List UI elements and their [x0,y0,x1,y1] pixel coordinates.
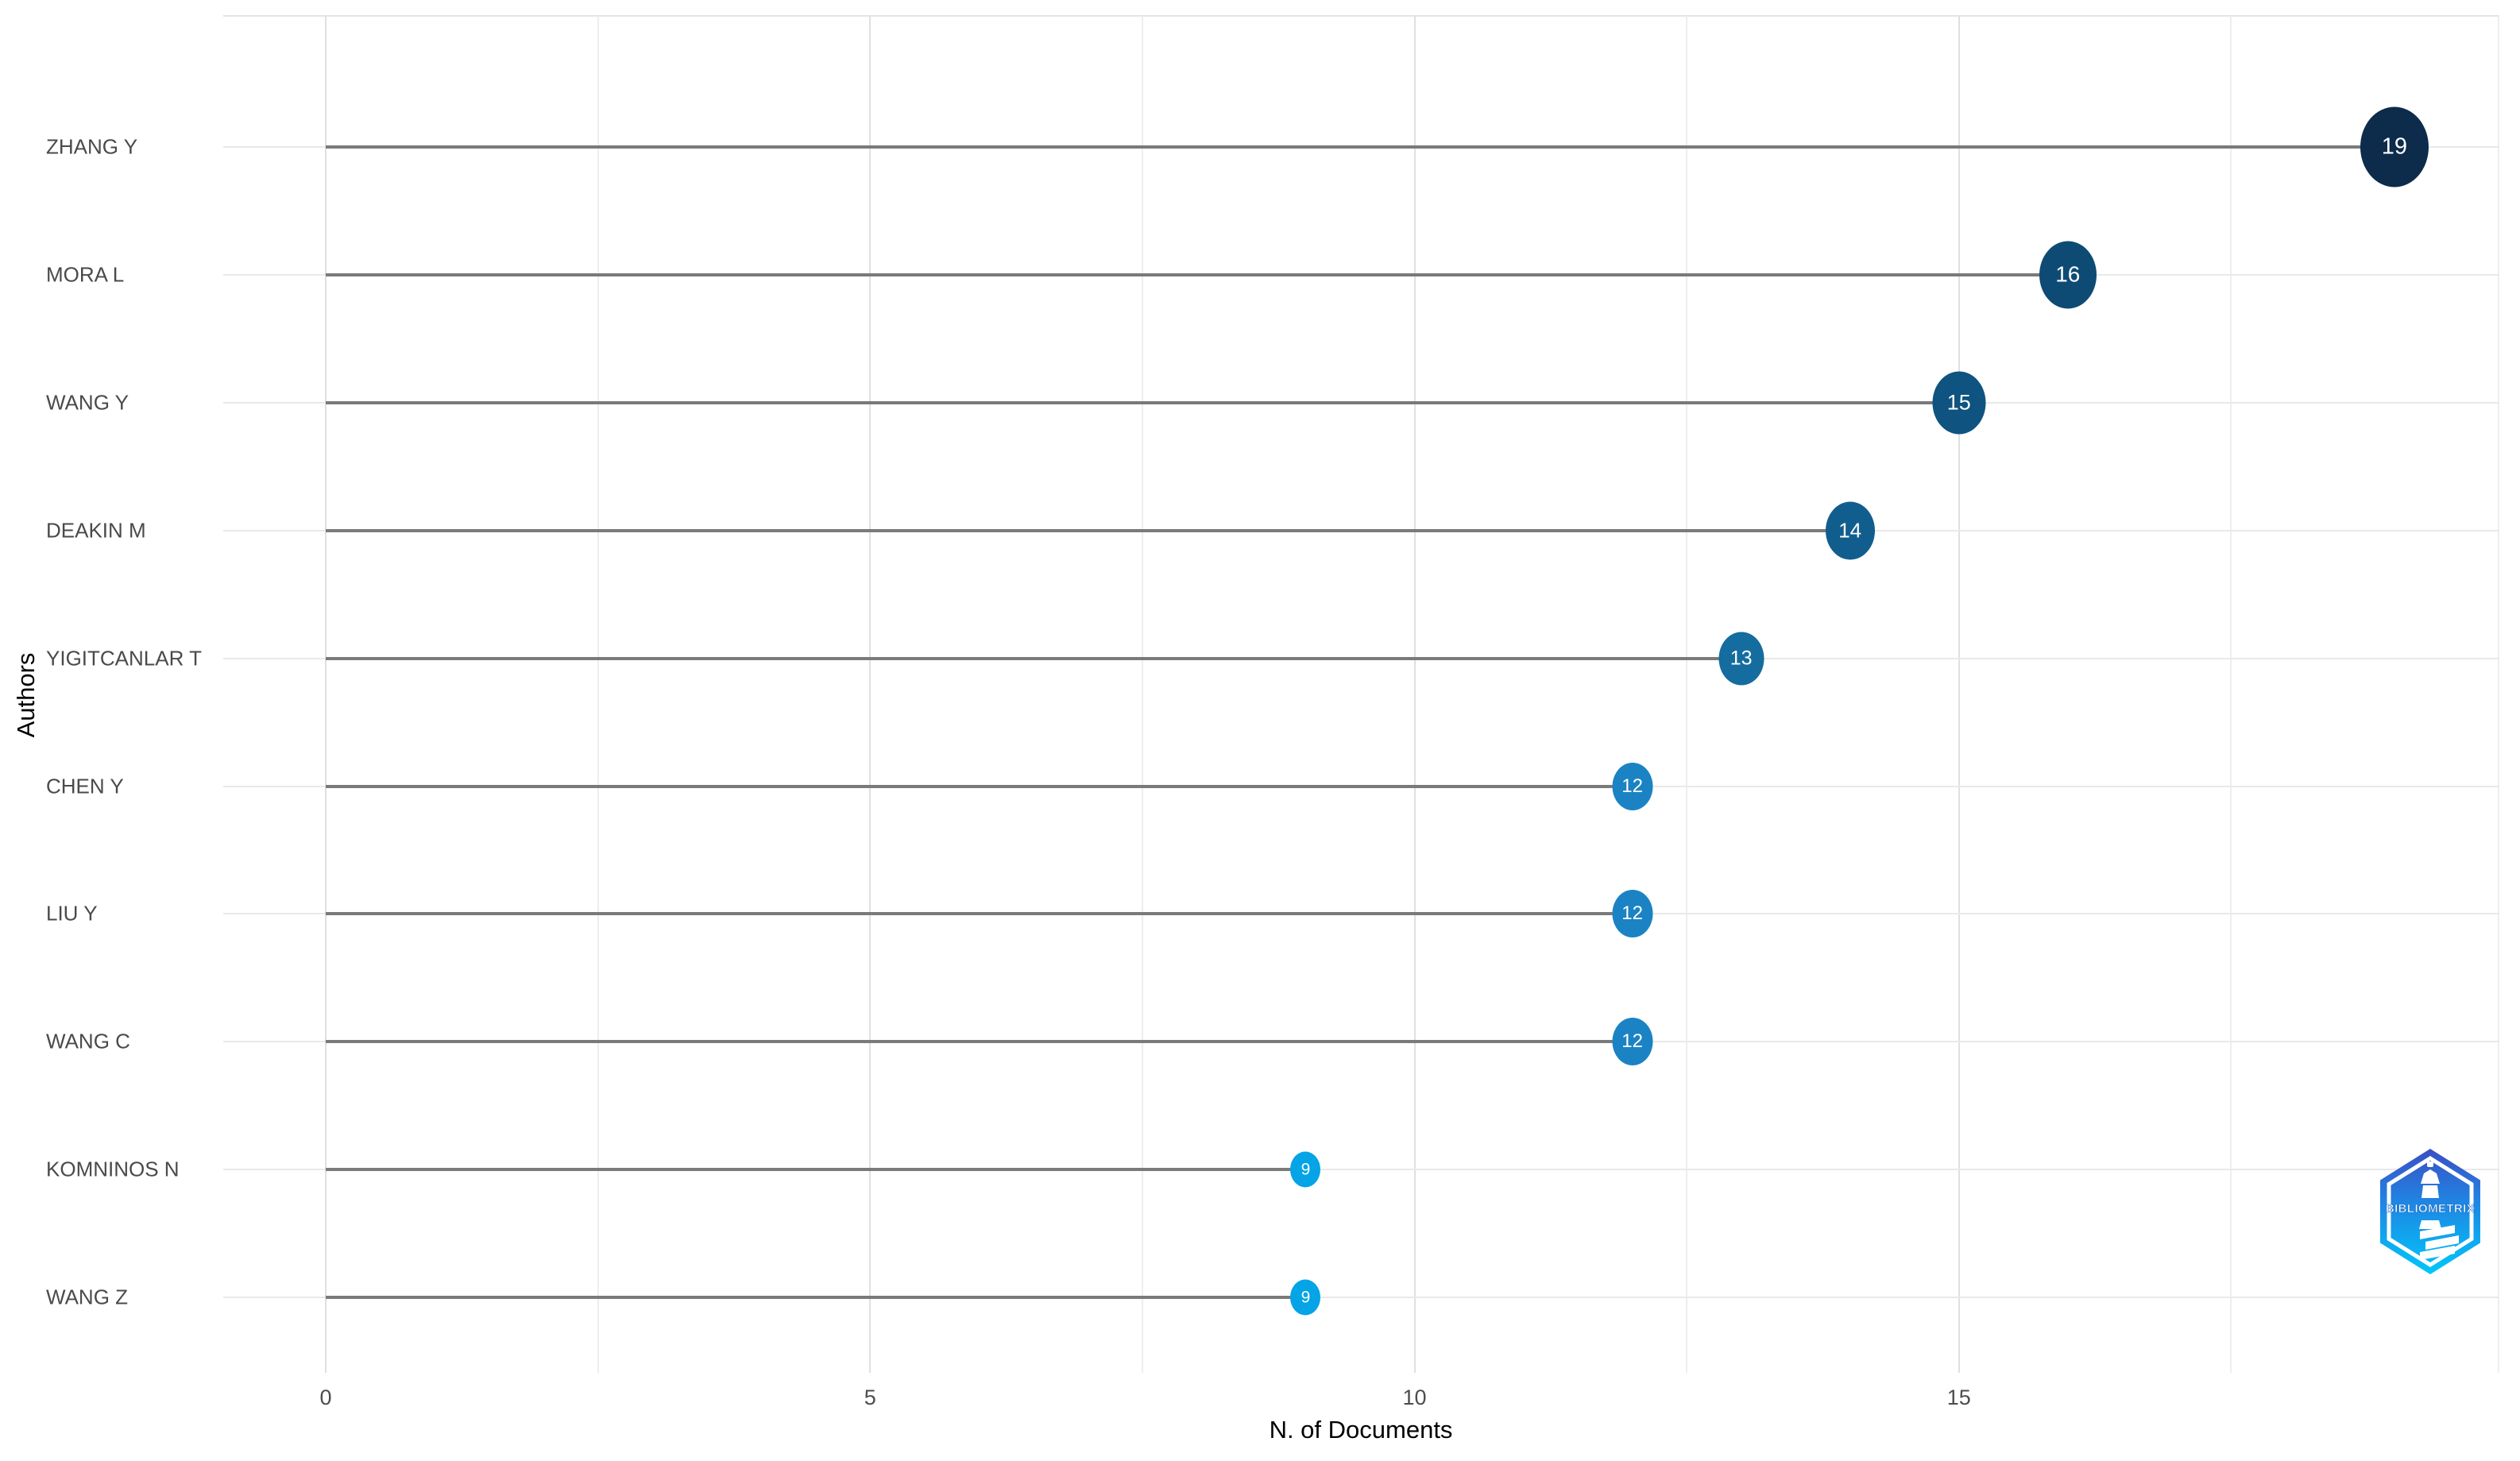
lollipop-stem [326,784,1633,788]
lollipop-stem [326,145,2394,149]
x-tick-label: 5 [864,1386,876,1409]
bibliometrix-logo: BIBLIOMETRIX [2380,1149,2480,1274]
author-label: WANG Y [46,390,129,415]
gridline-vertical-major [325,16,327,1373]
gridline-vertical-major [1958,16,1960,1373]
data-point-bubble: 12 [1612,762,1653,810]
gridline-vertical-minor [2230,16,2232,1373]
lollipop-stem [326,912,1633,916]
lighthouse-icon [2419,1161,2459,1260]
panel-top-border [223,15,2499,17]
author-label: KOMNINOS N [46,1157,180,1181]
gridline-vertical-minor [1141,16,1143,1373]
lollipop-stem [326,1296,1306,1300]
bubble-value: 19 [2381,133,2408,160]
row-gridline [223,1169,2499,1171]
gridline-vertical-major [869,16,872,1373]
bubble-value: 9 [1301,1288,1311,1307]
bubble-value: 15 [1946,390,1971,415]
data-point-bubble: 16 [2039,241,2097,309]
lollipop-stem [326,1168,1306,1172]
author-label: YIGITCANLAR T [46,646,203,671]
author-label: LIU Y [46,901,98,926]
lollipop-stem [326,272,2068,276]
bubble-value: 9 [1301,1160,1311,1179]
bubble-value: 13 [1730,647,1753,670]
bubble-value: 12 [1621,902,1643,925]
x-tick-label: 0 [319,1386,332,1409]
logo-inner-hexagon-outline [2387,1156,2474,1267]
lollipop-stem [326,400,1959,404]
author-label: DEAKIN M [46,518,146,543]
author-label: WANG Z [46,1285,129,1309]
data-point-bubble: 12 [1612,890,1653,938]
data-point-bubble: 19 [2360,106,2429,187]
data-point-bubble: 9 [1290,1279,1321,1316]
author-label: CHEN Y [46,774,124,798]
x-tick-label: 15 [1946,1386,1971,1409]
bubble-value: 16 [2055,261,2081,287]
bubble-value: 12 [1621,1030,1643,1053]
row-gridline [223,1297,2499,1299]
data-point-bubble: 14 [1825,501,1875,560]
lollipop-stem [326,1040,1633,1044]
data-point-bubble: 9 [1290,1151,1321,1188]
author-label: MORA L [46,262,125,287]
author-label: ZHANG Y [46,134,138,159]
author-label: WANG C [46,1029,130,1053]
lollipop-stem [326,528,1850,532]
panel-right-edge-line [2498,16,2499,1373]
lollipop-stem [326,656,1741,660]
x-axis-title: N. of Documents [1269,1416,1453,1444]
gridline-vertical-minor [597,16,599,1373]
gridline-vertical-major [1413,16,1416,1373]
data-point-bubble: 15 [1932,371,1986,435]
logo-wordmark: BIBLIOMETRIX [2386,1202,2475,1216]
bubble-value: 14 [1838,518,1862,543]
x-tick-label: 10 [1402,1386,1427,1409]
y-axis-title: Authors [12,652,40,738]
data-point-bubble: 13 [1718,632,1764,686]
bibliometrix-logo-svg: BIBLIOMETRIX [2380,1149,2480,1274]
data-point-bubble: 12 [1612,1018,1653,1066]
gridline-vertical-minor [1686,16,1688,1373]
bubble-value: 12 [1621,775,1643,797]
